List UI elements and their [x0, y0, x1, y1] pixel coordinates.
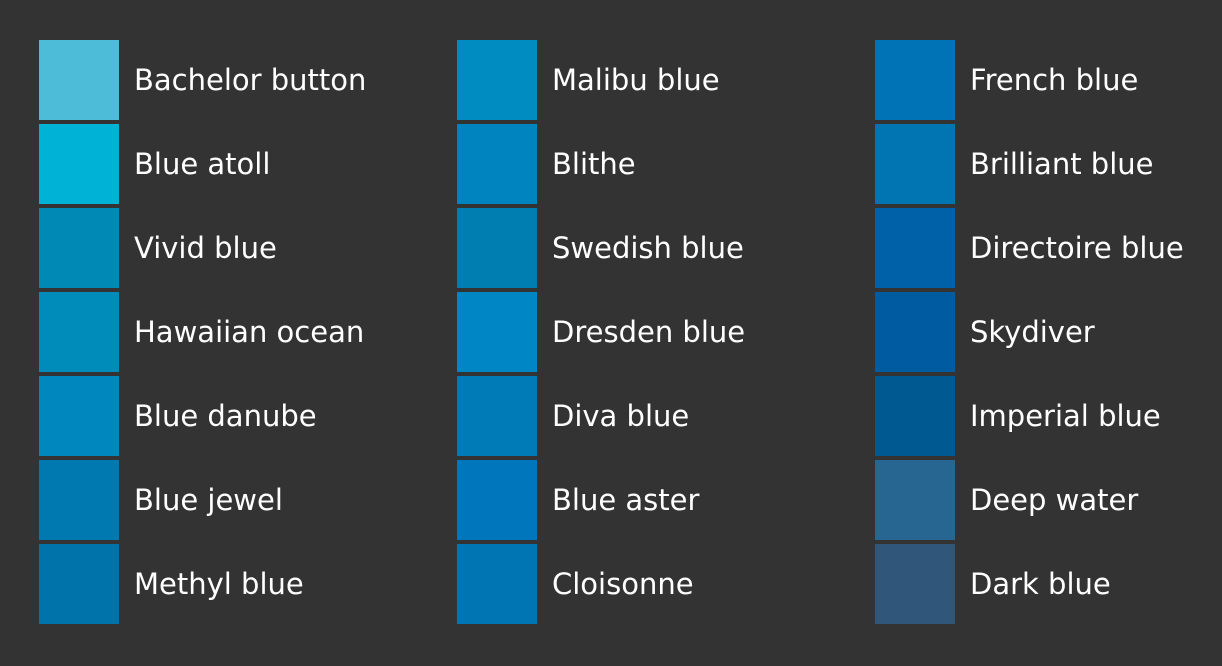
swatch-label: Bachelor button	[134, 63, 367, 97]
color-swatch	[457, 124, 537, 204]
swatch-row: Skydiver	[875, 292, 1215, 372]
swatch-row: Deep water	[875, 460, 1215, 540]
color-swatch	[39, 124, 119, 204]
swatch-label: Blue aster	[552, 483, 700, 517]
swatch-label: Vivid blue	[134, 231, 277, 265]
color-swatch	[875, 40, 955, 120]
swatch-label: Methyl blue	[134, 567, 304, 601]
color-swatch	[875, 460, 955, 540]
swatch-row: Directoire blue	[875, 208, 1215, 288]
swatch-label: Deep water	[970, 483, 1139, 517]
color-swatch	[875, 376, 955, 456]
swatch-label: Blue jewel	[134, 483, 283, 517]
palette-column-3: French blue Brilliant blue Directoire blue…	[875, 40, 1215, 628]
swatch-label: Blithe	[552, 147, 636, 181]
swatch-row: Blue danube	[39, 376, 379, 456]
color-swatch	[39, 208, 119, 288]
swatch-label: Cloisonne	[552, 567, 694, 601]
swatch-row: Methyl blue	[39, 544, 379, 624]
swatch-row: Blithe	[457, 124, 797, 204]
swatch-label: Dresden blue	[552, 315, 746, 349]
swatch-label: Diva blue	[552, 399, 690, 433]
color-swatch	[39, 460, 119, 540]
swatch-label: Malibu blue	[552, 63, 720, 97]
color-swatch	[39, 292, 119, 372]
swatch-row: Blue atoll	[39, 124, 379, 204]
color-swatch	[39, 376, 119, 456]
swatch-label: Swedish blue	[552, 231, 744, 265]
swatch-label: Brilliant blue	[970, 147, 1154, 181]
color-swatch	[39, 544, 119, 624]
swatch-row: French blue	[875, 40, 1215, 120]
swatch-row: Malibu blue	[457, 40, 797, 120]
swatch-row: Hawaiian ocean	[39, 292, 379, 372]
color-swatch	[457, 40, 537, 120]
swatch-label: Hawaiian ocean	[134, 315, 365, 349]
color-swatch	[457, 292, 537, 372]
color-swatch	[457, 544, 537, 624]
color-swatch	[457, 208, 537, 288]
color-swatch	[39, 40, 119, 120]
color-swatch	[875, 208, 955, 288]
swatch-row: Blue jewel	[39, 460, 379, 540]
swatch-row: Imperial blue	[875, 376, 1215, 456]
swatch-row: Brilliant blue	[875, 124, 1215, 204]
swatch-row: Cloisonne	[457, 544, 797, 624]
swatch-label: Directoire blue	[970, 231, 1184, 265]
swatch-row: Dark blue	[875, 544, 1215, 624]
palette-column-2: Malibu blue Blithe Swedish blue Dresden blu…	[457, 40, 797, 628]
swatch-label: Skydiver	[970, 315, 1095, 349]
color-swatch	[875, 124, 955, 204]
swatch-row: Swedish blue	[457, 208, 797, 288]
color-swatch	[457, 460, 537, 540]
swatch-row: Diva blue	[457, 376, 797, 456]
swatch-label: Imperial blue	[970, 399, 1161, 433]
color-swatch	[875, 292, 955, 372]
swatch-row: Vivid blue	[39, 208, 379, 288]
swatch-row: Bachelor button	[39, 40, 379, 120]
swatch-label: French blue	[970, 63, 1139, 97]
color-swatch	[457, 376, 537, 456]
palette-column-1: Bachelor button Blue atoll Vivid blue Hawai…	[39, 40, 379, 628]
swatch-label: Blue danube	[134, 399, 317, 433]
swatch-label: Dark blue	[970, 567, 1111, 601]
swatch-label: Blue atoll	[134, 147, 271, 181]
swatch-row: Dresden blue	[457, 292, 797, 372]
color-swatch	[875, 544, 955, 624]
swatch-row: Blue aster	[457, 460, 797, 540]
